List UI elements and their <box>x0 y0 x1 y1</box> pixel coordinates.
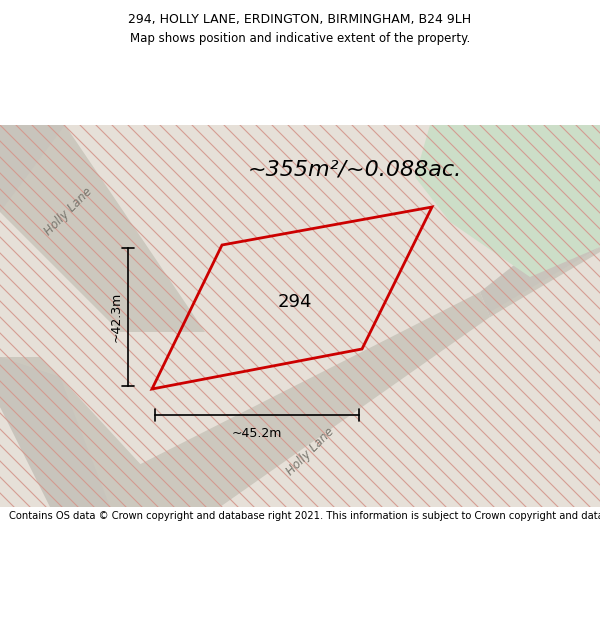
Polygon shape <box>530 125 600 187</box>
Polygon shape <box>0 357 110 507</box>
Text: ~355m²/~0.088ac.: ~355m²/~0.088ac. <box>248 159 462 179</box>
Polygon shape <box>0 125 205 332</box>
Text: ~42.3m: ~42.3m <box>110 292 123 342</box>
Text: Holly Lane: Holly Lane <box>284 426 337 479</box>
Text: Contains OS data © Crown copyright and database right 2021. This information is : Contains OS data © Crown copyright and d… <box>9 511 600 521</box>
Polygon shape <box>415 125 600 277</box>
Polygon shape <box>0 357 180 507</box>
Text: Map shows position and indicative extent of the property.: Map shows position and indicative extent… <box>130 32 470 45</box>
Polygon shape <box>490 247 600 317</box>
Polygon shape <box>0 125 65 212</box>
Polygon shape <box>115 292 490 507</box>
Polygon shape <box>480 197 600 317</box>
Text: 294: 294 <box>278 293 312 311</box>
Text: ~45.2m: ~45.2m <box>232 427 282 440</box>
Text: Holly Lane: Holly Lane <box>41 186 94 239</box>
Text: 294, HOLLY LANE, ERDINGTON, BIRMINGHAM, B24 9LH: 294, HOLLY LANE, ERDINGTON, BIRMINGHAM, … <box>128 12 472 26</box>
